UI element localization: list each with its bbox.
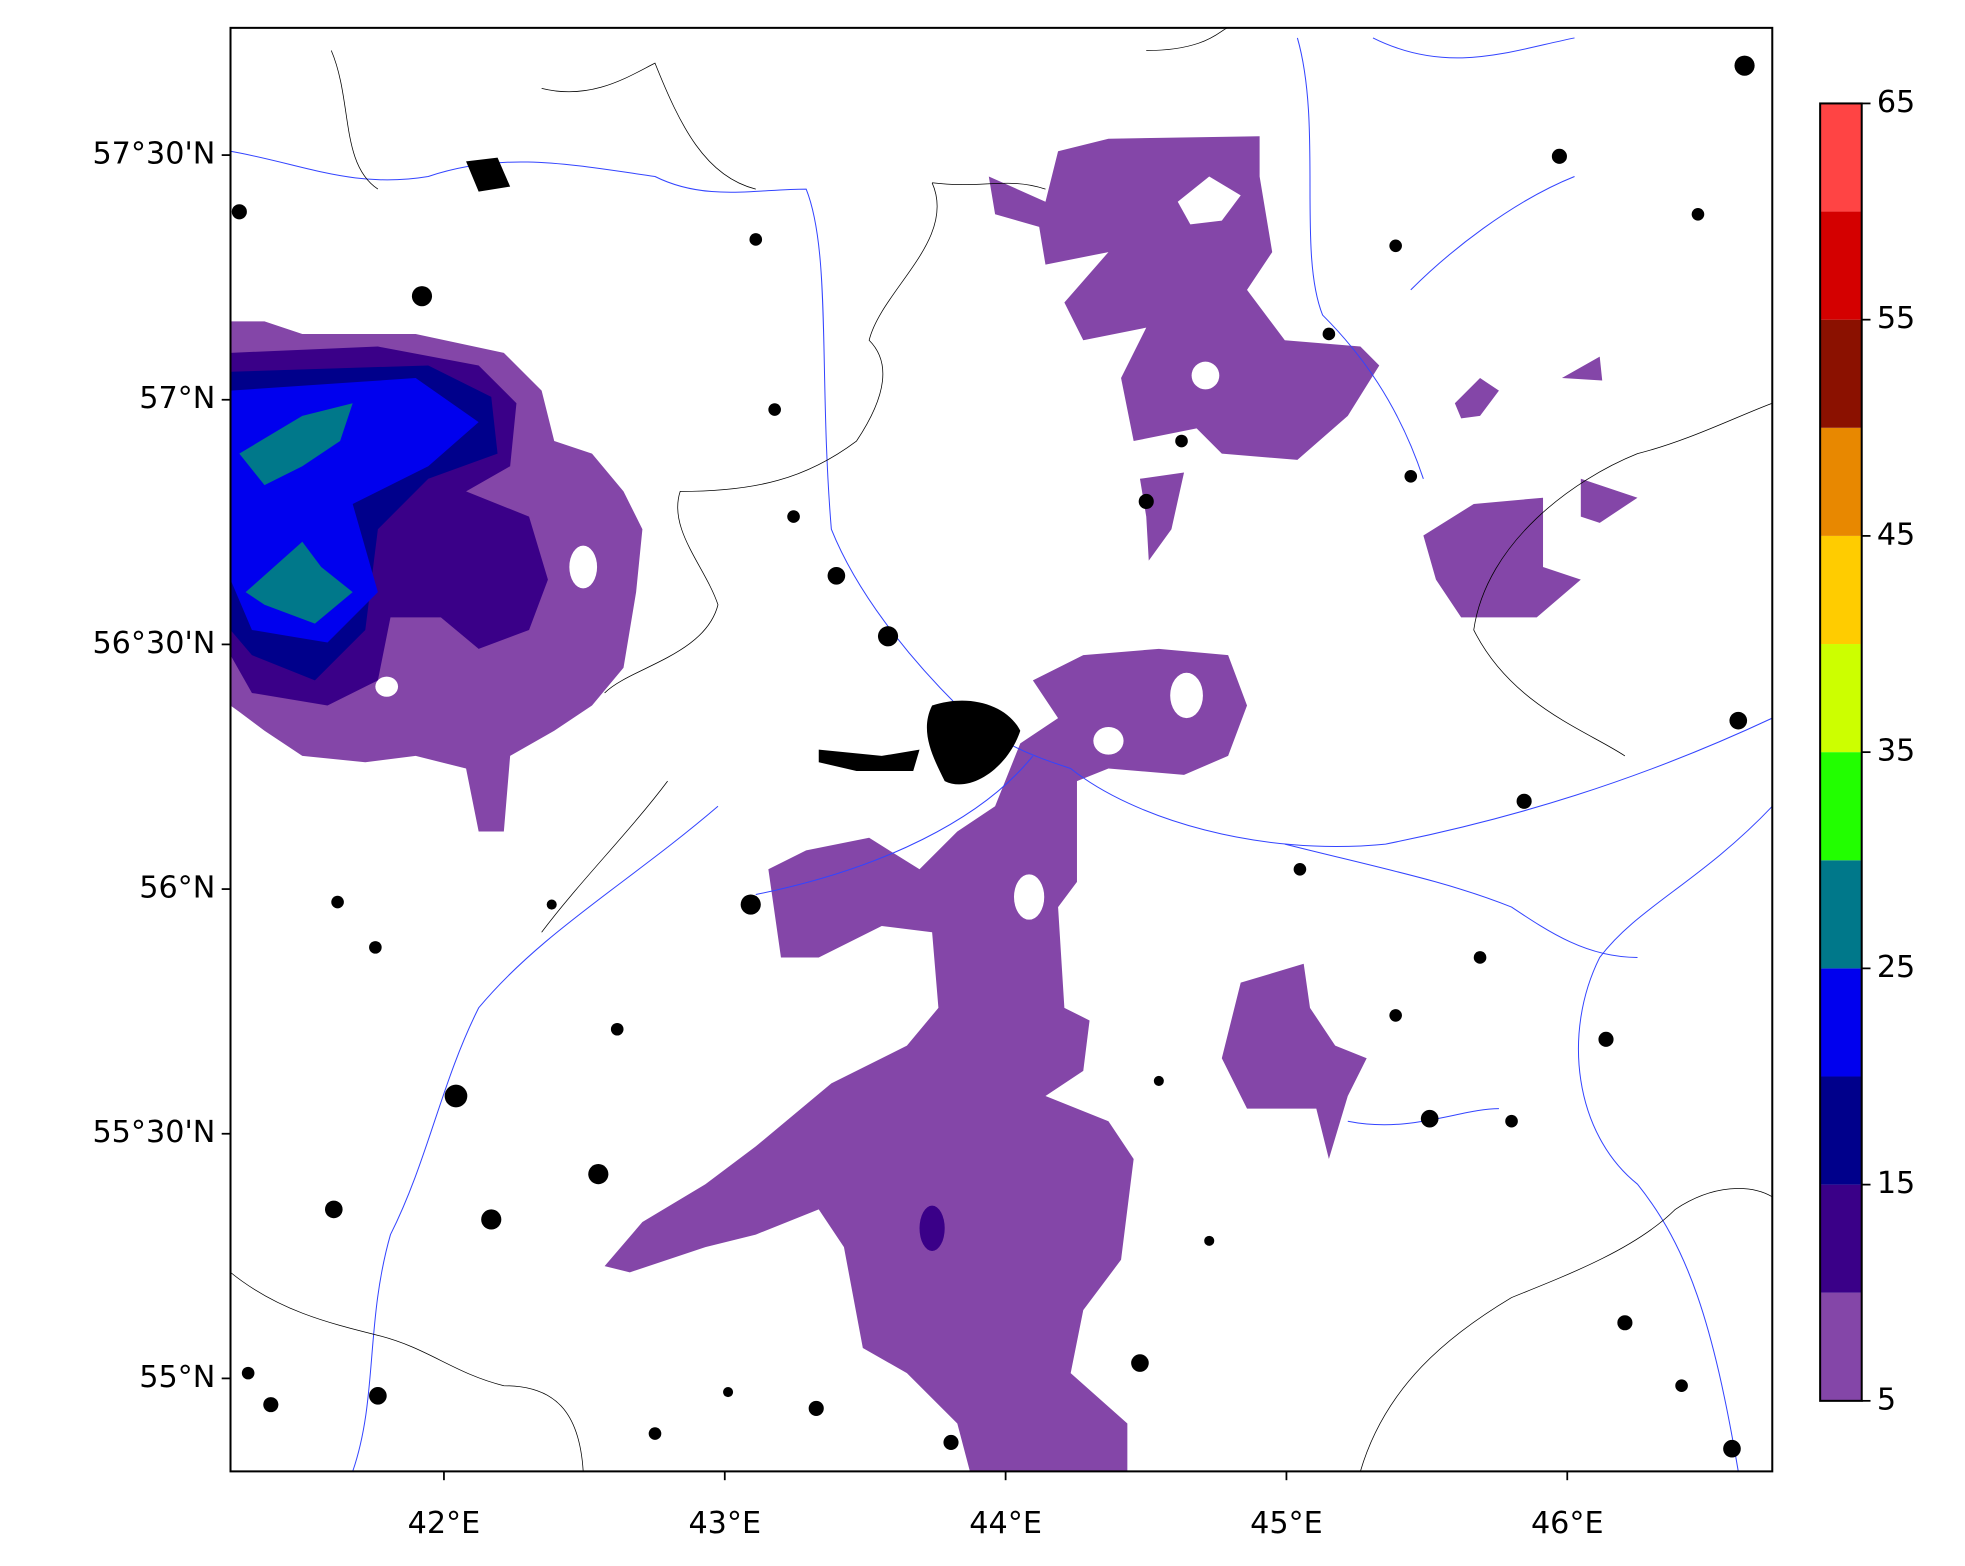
x-tick-label: 46°E xyxy=(1531,1506,1604,1541)
y-tick-label: 56°N xyxy=(139,871,215,906)
contour-hole xyxy=(1170,672,1203,719)
colorbar-bin xyxy=(1820,752,1862,861)
colorbar-bin xyxy=(1820,1184,1862,1293)
river xyxy=(1296,37,1575,479)
border xyxy=(230,27,1773,1472)
y-tick-label: 57°30'N xyxy=(92,137,215,172)
y-tick-label: 55°30'N xyxy=(92,1115,215,1150)
plot-frame xyxy=(229,26,1774,1473)
y-tick-label: 56°30'N xyxy=(92,626,215,661)
colorbar-tick-label: 65 xyxy=(1877,85,1915,120)
contour-fill xyxy=(1139,356,1638,1159)
colorbar-bin xyxy=(1820,1292,1862,1401)
x-tick-label: 42°E xyxy=(408,1506,481,1541)
river xyxy=(352,805,719,1472)
colorbar-bin xyxy=(1820,1076,1862,1185)
colorbar-tick-label: 45 xyxy=(1877,517,1915,552)
contour-hole xyxy=(1093,726,1124,755)
contour-fill xyxy=(919,1205,945,1251)
x-tick-label: 45°E xyxy=(1250,1506,1323,1541)
x-tick-label: 43°E xyxy=(688,1506,761,1541)
river xyxy=(1578,805,1773,1472)
colorbar-tick-label: 35 xyxy=(1877,734,1915,769)
contour-hole xyxy=(569,545,598,589)
colorbar-tick-label: 5 xyxy=(1877,1382,1896,1417)
map-layer xyxy=(230,27,1773,1472)
colorbar xyxy=(1820,103,1862,1401)
colorbar-bin xyxy=(1820,644,1862,753)
colorbar-bin xyxy=(1820,211,1862,320)
x-tick-label: 44°E xyxy=(969,1506,1042,1541)
colorbar-tick-label: 55 xyxy=(1877,301,1915,336)
river xyxy=(230,150,1773,847)
contour-fill xyxy=(239,403,353,624)
contour-fill xyxy=(988,136,1380,460)
colorbar-tick-label: 15 xyxy=(1877,1166,1915,1201)
colorbar-tick-label: 25 xyxy=(1877,950,1915,985)
colorbar-bin xyxy=(1820,860,1862,969)
city-markers xyxy=(231,55,1755,1458)
y-tick-label: 57°N xyxy=(139,381,215,416)
contour-hole xyxy=(1013,874,1045,920)
colorbar-bin xyxy=(1820,535,1862,645)
contour-hole xyxy=(1191,361,1220,390)
colorbar-bin xyxy=(1820,319,1862,428)
contour-hole xyxy=(1177,176,1241,225)
colorbar-bin xyxy=(1820,427,1862,536)
colorbar-bin xyxy=(1820,103,1862,212)
contour-hole xyxy=(375,676,399,697)
colorbar-bin xyxy=(1820,968,1862,1077)
contour-fill xyxy=(604,648,1248,1472)
y-tick-label: 55°N xyxy=(139,1360,215,1395)
